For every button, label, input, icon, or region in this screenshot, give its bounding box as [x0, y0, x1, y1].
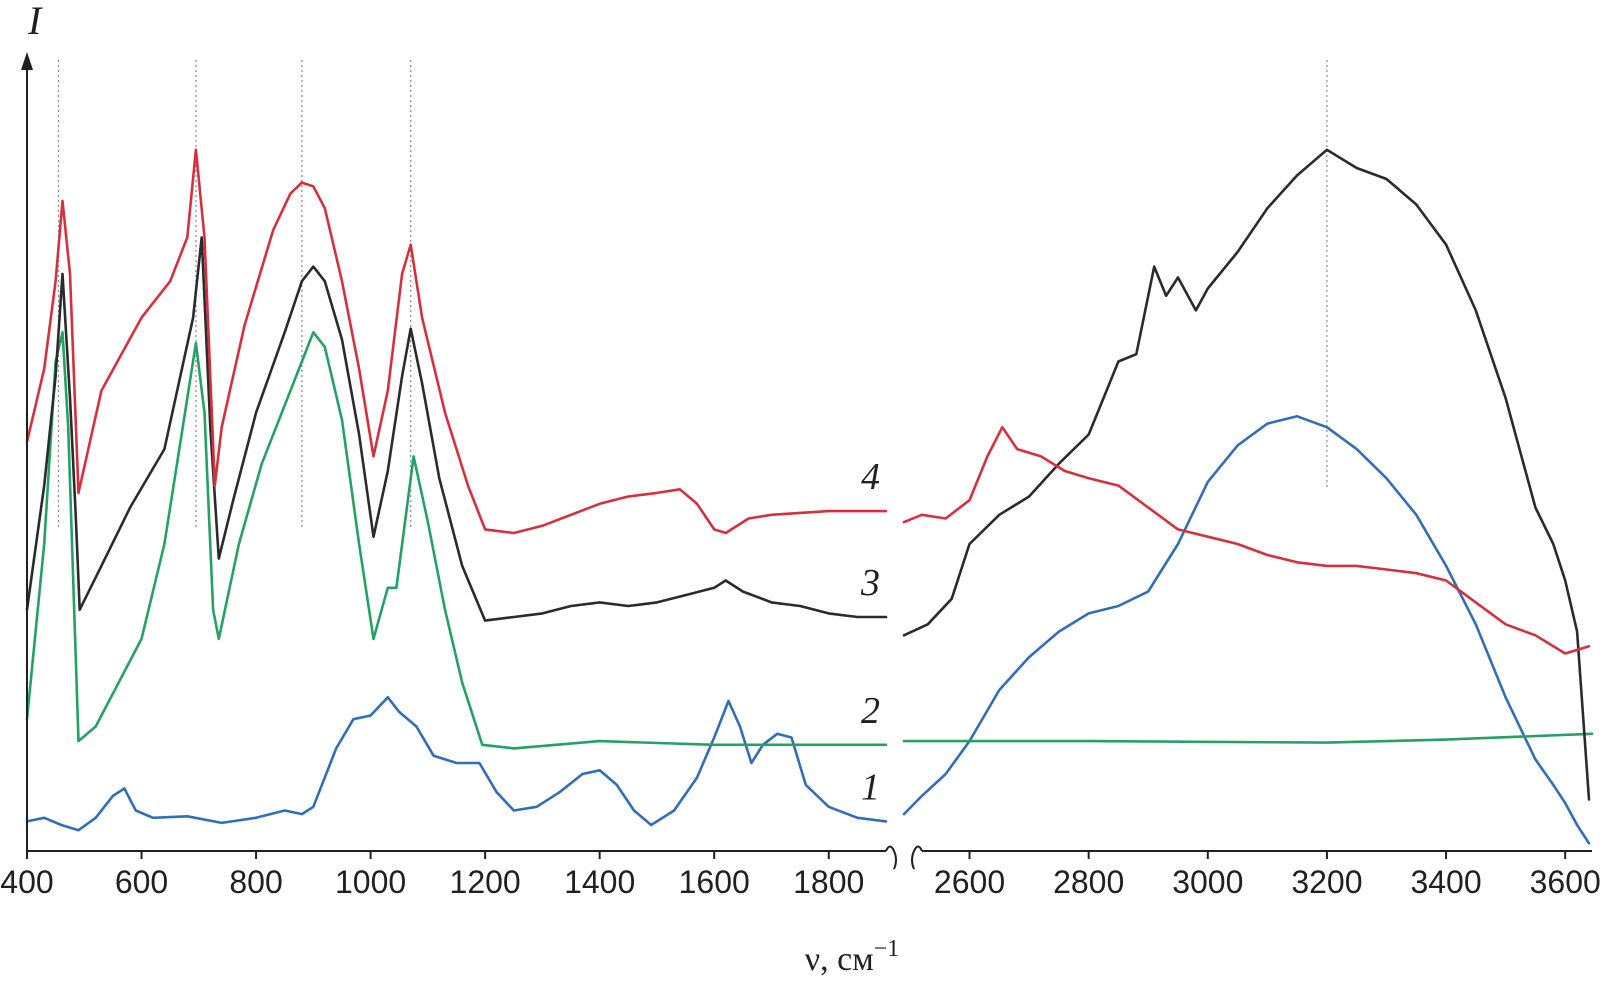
x-tick-label-1200: 1200	[450, 864, 521, 900]
x-tick-label-2600: 2600	[934, 864, 1005, 900]
series-2-right-line	[902, 732, 1594, 744]
x-tick-label-1800: 1800	[793, 864, 864, 900]
x-ticks: 400 600 800 1000 1200 1400 1600 1800 2600 2800 300…	[0, 851, 1601, 900]
x-axis-title: ν, см−1	[805, 936, 900, 978]
x-tick-label-1000: 1000	[335, 864, 406, 900]
x-tick-label-3600: 3600	[1530, 864, 1601, 900]
series-label-1: 1	[861, 766, 880, 808]
x-tick-label-3200: 3200	[1291, 864, 1362, 900]
x-axis-title-exponent: −1	[874, 936, 900, 962]
series-label-2: 2	[861, 690, 880, 732]
x-tick-label-1600: 1600	[679, 864, 750, 900]
series-3-right-line	[902, 148, 1591, 801]
x-tick-label-600: 600	[115, 864, 168, 900]
x-tick-label-3400: 3400	[1410, 864, 1481, 900]
series-label-4: 4	[861, 456, 880, 498]
y-axis-arrow-icon	[21, 52, 33, 70]
series-1-right-line	[902, 415, 1591, 845]
x-tick-label-1400: 1400	[564, 864, 635, 900]
series-2-left-line	[25, 331, 888, 750]
reference-lines	[57, 60, 1328, 530]
x-tick-label-800: 800	[229, 864, 282, 900]
x-tick-label-400: 400	[0, 864, 53, 900]
series-1-left-line	[25, 696, 888, 832]
series-labels: 1 2 3 4	[860, 456, 880, 808]
axis-break-icon-left	[885, 845, 897, 870]
y-axis-title: I	[27, 0, 43, 43]
series-4-left-line	[25, 148, 888, 535]
x-tick-label-2800: 2800	[1053, 864, 1124, 900]
axes	[21, 52, 1592, 870]
x-tick-label-3000: 3000	[1172, 864, 1243, 900]
x-axis-title-main: ν, см	[805, 941, 874, 978]
series-layer	[25, 148, 1594, 845]
series-4-right-line	[902, 425, 1591, 655]
axis-break-icon-right	[911, 845, 923, 870]
series-3-left-line	[25, 236, 888, 622]
series-label-3: 3	[860, 562, 880, 604]
